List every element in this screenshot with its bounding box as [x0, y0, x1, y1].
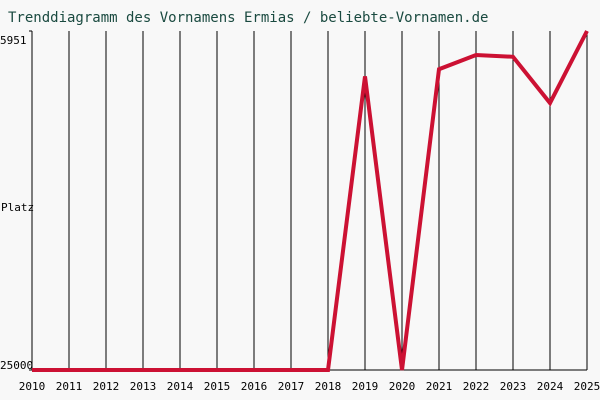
x-tick-label: 2025 [574, 380, 600, 393]
x-tick-label: 2015 [204, 380, 231, 393]
x-tick-label: 2021 [426, 380, 453, 393]
x-tick-label: 2019 [352, 380, 379, 393]
x-tick-label: 2017 [278, 380, 305, 393]
x-tick-label: 2012 [93, 380, 120, 393]
y-axis-label: Platz [1, 201, 34, 214]
y-tick-label: 5951 [0, 34, 27, 47]
x-tick-label: 2023 [500, 380, 527, 393]
x-tick-label: 2010 [19, 380, 46, 393]
x-tick-label: 2016 [241, 380, 268, 393]
x-tick-label: 2013 [130, 380, 157, 393]
line [32, 30, 589, 372]
y-tick-label: 25000 [0, 359, 33, 372]
x-tick-label: 2020 [389, 380, 416, 393]
x-tick-label: 2011 [56, 380, 83, 393]
x-tick-label: 2024 [537, 380, 564, 393]
x-tick-label: 2018 [315, 380, 342, 393]
chart-title: Trenddiagramm des Vornamens Ermias / bel… [8, 10, 488, 26]
x-tick-label: 2022 [463, 380, 490, 393]
x-tick-label: 2014 [167, 380, 194, 393]
